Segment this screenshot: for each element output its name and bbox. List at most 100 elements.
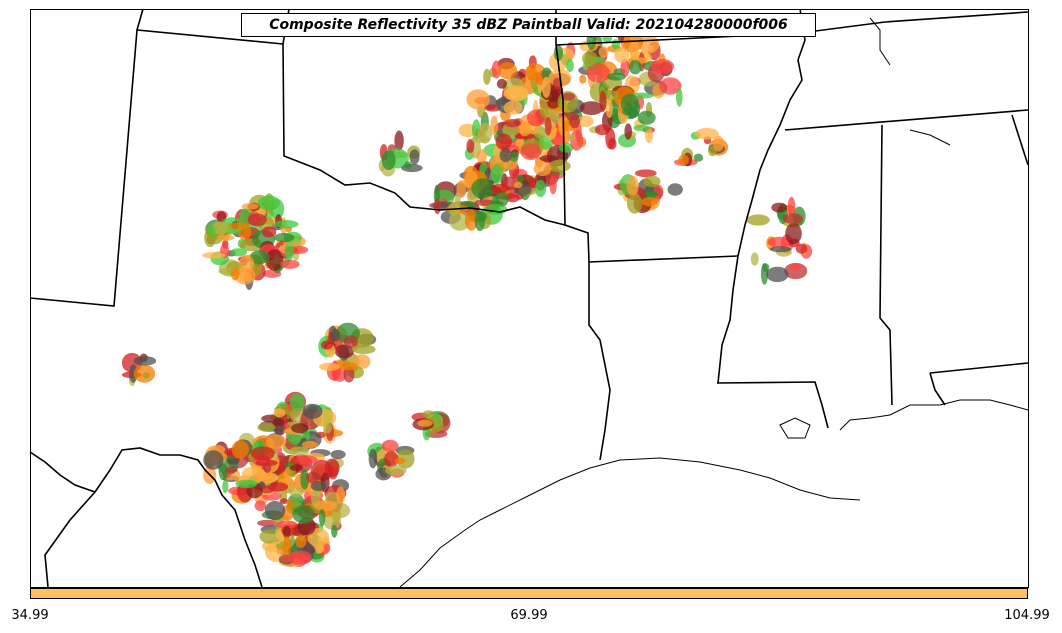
colorbar	[30, 588, 1028, 599]
reflectivity-blob	[295, 455, 318, 465]
reflectivity-blob	[203, 450, 224, 470]
reflectivity-blob	[553, 77, 562, 90]
reflectivity-blob	[291, 423, 309, 434]
reflectivity-blob	[334, 344, 354, 359]
reflectivity-blob	[275, 520, 298, 529]
reflectivity-blob	[769, 246, 791, 253]
reflectivity-blob	[499, 148, 512, 163]
reflectivity-blob	[695, 128, 719, 140]
reflectivity-blob	[394, 130, 404, 151]
reflectivity-blob	[241, 203, 259, 210]
reflectivity-blob	[659, 77, 682, 95]
reflectivity-blob	[289, 393, 305, 411]
reflectivity-blob	[235, 479, 258, 489]
reflectivity-blob	[456, 180, 467, 198]
coastline	[399, 17, 1029, 588]
reflectivity-blob	[628, 59, 642, 75]
reflectivity-blob	[302, 403, 323, 419]
reflectivity-blob	[261, 226, 277, 238]
reflectivity-blob	[503, 100, 523, 115]
reflectivity-blob	[483, 68, 491, 85]
reflectivity-blob	[767, 236, 791, 248]
reflectivity-blob	[782, 213, 803, 224]
reflectivity-blob	[510, 151, 519, 163]
reflectivity-blob	[250, 446, 275, 461]
reflectivity-blob	[351, 344, 376, 354]
reflectivity-blob	[279, 498, 289, 505]
reflectivity-blob	[582, 51, 598, 67]
reflectivity-blob	[381, 150, 396, 171]
reflectivity-blob	[676, 87, 683, 107]
reflectivity-blob	[258, 195, 280, 211]
reflectivity-blob	[787, 196, 796, 217]
reflectivity-blob	[341, 361, 357, 371]
reflectivity-blob	[533, 161, 552, 176]
reflectivity-blob	[579, 74, 587, 84]
reflectivity-blob	[265, 434, 287, 449]
reflectivity-blob	[273, 233, 295, 243]
reflectivity-blob	[620, 58, 630, 78]
reflectivity-blob	[599, 90, 607, 113]
reflectivity-blob	[569, 114, 580, 129]
reflectivity-blob	[417, 419, 433, 427]
reflectivity-blob	[525, 63, 546, 81]
reflectivity-blob	[504, 119, 522, 128]
reflectivity-blob	[282, 536, 291, 559]
reflectivity-blob	[643, 175, 661, 188]
reflectivity-blob	[265, 249, 284, 271]
reflectivity-blob	[336, 486, 346, 504]
reflectivity-blob	[644, 127, 654, 143]
reflectivity-blob	[503, 87, 528, 101]
reflectivity-blob	[289, 446, 310, 456]
reflectivity-blob	[771, 202, 788, 213]
reflectivity-blob	[784, 262, 808, 280]
colorbar-tick-min: 34.99	[11, 608, 49, 623]
reflectivity-blob	[316, 544, 325, 554]
reflectivity-blob	[602, 90, 620, 100]
reflectivity-blob	[750, 252, 759, 266]
reflectivity-blob	[667, 183, 683, 196]
reflectivity-blob	[292, 505, 315, 524]
reflectivity-blob	[678, 154, 689, 166]
reflectivity-blob	[289, 486, 304, 498]
reflectivity-blob	[306, 471, 320, 484]
reflectivity-blob	[133, 356, 157, 366]
reflectivity-blob	[353, 354, 371, 369]
reflectivity-blob	[368, 448, 378, 469]
reflectivity-blob	[222, 479, 229, 494]
reflectivity-blob	[476, 149, 488, 163]
reflectivity-blob	[267, 482, 289, 492]
colorbar-tick-mid: 69.99	[510, 608, 548, 623]
reflectivity-blob	[505, 193, 520, 203]
reflectivity-blob	[520, 143, 542, 161]
colorbar-tick-max: 104.99	[1004, 608, 1050, 623]
reflectivity-blob	[626, 175, 639, 196]
reflectivity-blob	[641, 197, 658, 207]
reflectivity-blob	[693, 153, 704, 162]
reflectivity-blob	[713, 135, 724, 152]
reflectivity-blob	[409, 149, 420, 165]
reflectivity-blob	[288, 550, 312, 565]
reflectivity-blob	[330, 328, 340, 342]
reflectivity-blob	[517, 121, 532, 136]
reflectivity-blob	[650, 59, 675, 74]
reflectivity-blob	[595, 124, 610, 136]
reflectivity-blob	[384, 451, 399, 468]
reflectivity-blob	[289, 464, 303, 472]
reflectivity-blob	[280, 259, 300, 269]
reflectivity-blob	[471, 178, 495, 199]
reflectivity-blob	[330, 449, 346, 460]
reflectivity-blob	[310, 480, 327, 492]
reflectivity-blob	[279, 555, 291, 563]
reflectivity-blob	[263, 462, 272, 474]
reflectivity-blob	[211, 221, 230, 235]
reflectivity-blob	[228, 222, 251, 230]
reflectivity-blob	[795, 243, 808, 254]
reflectivity-blob	[313, 500, 338, 512]
reflectivity-blob	[254, 473, 277, 482]
reflectivity-blob	[746, 214, 770, 226]
reflectivity-blob	[324, 458, 340, 478]
reflectivity-blob	[605, 99, 613, 119]
reflectivity-blob	[622, 107, 638, 116]
reflectivity-blob	[646, 45, 654, 52]
